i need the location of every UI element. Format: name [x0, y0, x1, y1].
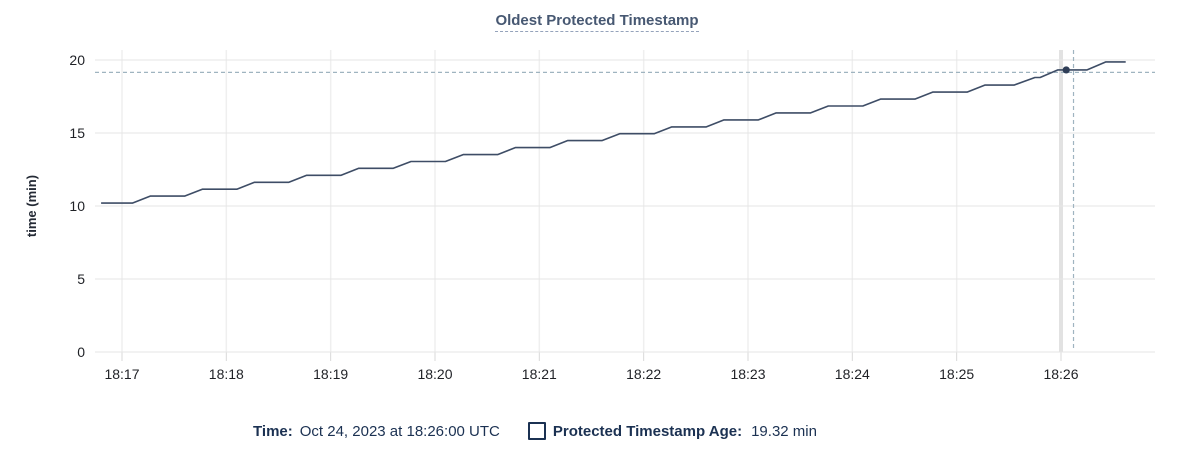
- chart-legend: Time: Oct 24, 2023 at 18:26:00 UTC Prote…: [253, 422, 817, 440]
- x-tick-label: 18:17: [104, 366, 139, 382]
- x-tick-label: 18:26: [1043, 366, 1078, 382]
- y-tick-label: 15: [69, 125, 85, 141]
- legend-series-value: 19.32 min: [751, 422, 817, 440]
- y-tick-label: 0: [77, 344, 85, 360]
- x-tick-label: 18:21: [522, 366, 557, 382]
- legend-time-value: Oct 24, 2023 at 18:26:00 UTC: [299, 422, 500, 440]
- legend-series-label: Protected Timestamp Age:: [552, 422, 743, 440]
- x-tick-label: 18:19: [313, 366, 348, 382]
- y-axis-label: time (min): [24, 175, 39, 237]
- x-tick-label: 18:18: [209, 366, 244, 382]
- hover-dot: [1062, 66, 1070, 74]
- x-tick-label: 18:24: [835, 366, 870, 382]
- legend-time-label: Time:: [253, 422, 293, 440]
- x-tick-label: 18:25: [939, 366, 974, 382]
- chart-header: Oldest Protected Timestamp: [0, 0, 1194, 38]
- series-line: [101, 61, 1126, 204]
- x-tick-label: 18:23: [730, 366, 765, 382]
- chart-title[interactable]: Oldest Protected Timestamp: [495, 12, 699, 32]
- x-tick-label: 18:22: [626, 366, 661, 382]
- y-tick-label: 5: [77, 271, 85, 287]
- legend-series-checkbox[interactable]: [527, 422, 546, 440]
- y-tick-label: 10: [69, 198, 85, 214]
- x-tick-label: 18:20: [417, 366, 452, 382]
- y-tick-label: 20: [69, 52, 85, 68]
- chart-plot[interactable]: 18:17 18:18 18:19 18:20 18:21 18:22 18:23 18:24…: [0, 38, 1194, 396]
